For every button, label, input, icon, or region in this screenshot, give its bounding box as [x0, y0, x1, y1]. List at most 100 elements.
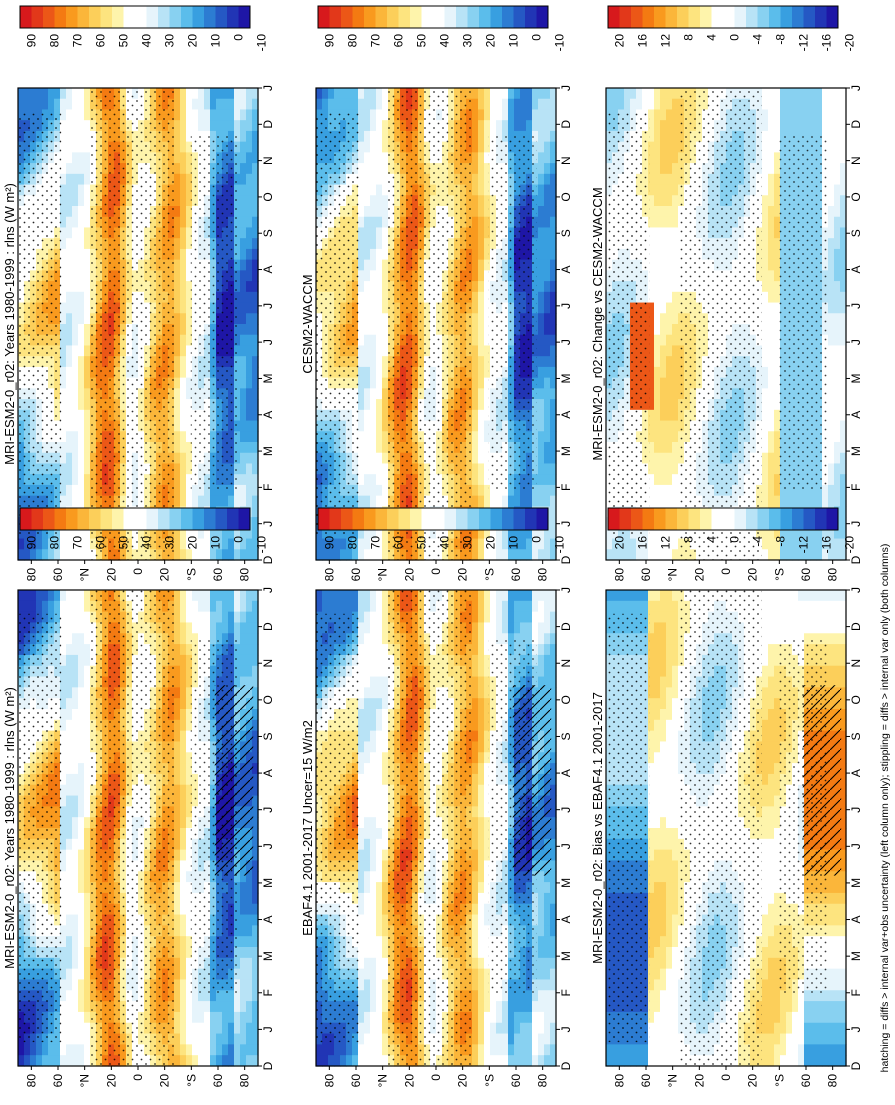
lat-tick-label: 0	[131, 568, 145, 575]
colorbar-label: 70	[71, 536, 85, 550]
month-tick-label: M	[849, 373, 863, 383]
stippling-region	[678, 88, 762, 560]
colorbar-swatch	[170, 6, 182, 28]
colorbar-swatch	[78, 508, 90, 530]
colorbar-swatch	[181, 6, 193, 28]
lat-tick-label: 20	[402, 568, 416, 582]
colorbar-swatch	[735, 6, 747, 28]
hatching-region	[803, 685, 841, 875]
panel-right-bottom: MRI-ESM2-0_r02: Change vs CESM2-WACCMDJF…	[590, 85, 863, 581]
lat-tick-label: 80	[826, 568, 840, 582]
colorbar-swatch	[89, 6, 101, 28]
month-tick-label: A	[559, 266, 573, 274]
month-tick-label: D	[559, 555, 573, 564]
colorbar-swatch	[422, 6, 434, 28]
colorbar-swatch	[631, 6, 643, 28]
panel-left-middle: EBAF4.1 2001-2017 Uncer=15 W/m2DJFMAMJJA…	[300, 587, 573, 1087]
month-tick-label: F	[559, 484, 573, 491]
month-tick-label: O	[849, 695, 863, 704]
month-tick-label: J	[559, 807, 573, 813]
panel-left-top: MRI-ESM2-0_r02: Years 1980-1999 : rlns (…	[2, 587, 275, 1087]
colorbar-swatch	[712, 508, 724, 530]
colorbar-label: 20	[613, 34, 627, 48]
colorbar-label: 60	[392, 34, 406, 48]
colorbar-swatch	[399, 6, 411, 28]
colorbar-label: 80	[346, 34, 360, 48]
colorbar-swatch	[746, 508, 758, 530]
colorbar-swatch	[239, 508, 251, 530]
month-tick-label: A	[261, 769, 275, 777]
colorbar-swatch	[468, 508, 480, 530]
colorbar-swatch	[101, 508, 113, 530]
colorbar-label: 70	[369, 34, 383, 48]
colorbar-swatch	[239, 6, 251, 28]
month-tick-label: D	[849, 120, 863, 129]
colorbar-swatch	[101, 6, 113, 28]
colorbar-swatch	[700, 6, 712, 28]
stippling-region	[316, 614, 359, 1042]
month-tick-label: F	[261, 484, 275, 491]
colorbar-swatch	[723, 6, 735, 28]
colorbar-swatch	[55, 508, 67, 530]
lat-tick-label: 0	[429, 1074, 443, 1081]
month-tick-label: N	[261, 156, 275, 165]
stippling-region	[388, 590, 472, 1066]
stippling-region	[90, 590, 174, 1066]
lat-tick-label: 80	[612, 1074, 626, 1088]
stippling-region	[388, 88, 472, 560]
month-tick-label: J	[559, 339, 573, 345]
colorbar-label: -10	[255, 34, 269, 52]
month-tick-label: N	[849, 156, 863, 165]
colorbar-label: 30	[163, 536, 177, 550]
lat-tick-label: °S	[482, 1074, 496, 1087]
lat-tick-label: °N	[666, 568, 680, 581]
stippling-region	[191, 135, 239, 489]
lat-tick-label: 20	[456, 568, 470, 582]
month-tick-label: N	[559, 156, 573, 165]
lat-tick-label: °N	[666, 1074, 680, 1087]
lat-tick-label: 0	[429, 568, 443, 575]
month-tick-label: N	[559, 659, 573, 668]
month-tick-label: A	[559, 916, 573, 924]
stippling-region	[18, 112, 61, 537]
colorbar-swatch	[318, 6, 330, 28]
colorbar-swatch	[468, 6, 480, 28]
colorbar-swatch	[112, 508, 124, 530]
panel-title: MRI-ESM2-0_r02: Years 1980-1999 : rlns (…	[2, 687, 17, 969]
colorbar-swatch	[181, 508, 193, 530]
colorbar-swatch	[193, 6, 205, 28]
month-tick-label: O	[261, 695, 275, 704]
month-tick-label: D	[261, 555, 275, 564]
colorbar-swatch	[32, 508, 44, 530]
month-tick-label: J	[559, 1026, 573, 1032]
colorbar-label: 16	[636, 536, 650, 550]
month-tick-label: O	[559, 192, 573, 201]
month-tick-label: J	[849, 807, 863, 813]
month-tick-label: N	[261, 659, 275, 668]
panel-title: MRI-ESM2-0_r02: Change vs CESM2-WACCM	[590, 187, 605, 460]
lat-tick-label: 80	[238, 568, 252, 582]
colorbar-swatch	[804, 6, 816, 28]
colorbar-swatch	[78, 6, 90, 28]
lat-tick-label: °S	[772, 568, 786, 581]
colorbar-swatch	[422, 508, 434, 530]
month-tick-label: D	[261, 622, 275, 631]
month-tick-label: M	[559, 373, 573, 383]
colorbar-swatch	[193, 508, 205, 530]
month-tick-label: D	[559, 622, 573, 631]
lat-tick-label: 20	[746, 568, 760, 582]
colorbar-swatch	[147, 6, 159, 28]
colorbar-swatch	[89, 508, 101, 530]
lat-tick-label: 20	[402, 1074, 416, 1088]
month-tick-label: D	[261, 120, 275, 129]
month-tick-label: N	[849, 659, 863, 668]
colorbar-label: 70	[369, 536, 383, 550]
lat-tick-label: 80	[612, 568, 626, 582]
lat-tick-label: °N	[376, 1074, 390, 1087]
colorbar-label: 50	[117, 536, 131, 550]
month-tick-label: J	[261, 521, 275, 527]
colorbar-swatch	[792, 508, 804, 530]
